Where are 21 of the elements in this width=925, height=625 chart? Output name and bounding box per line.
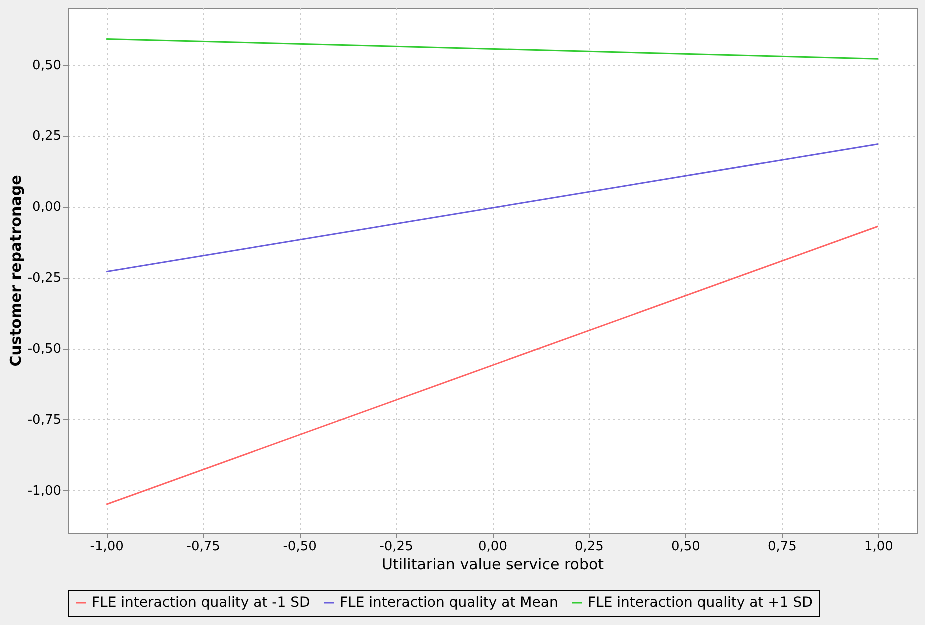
x-tick-label: 1,00 [864, 540, 894, 554]
x-tick-label: 0,75 [768, 540, 797, 554]
y-tick-label: -0,50 [28, 342, 62, 358]
y-tick-label: 0,50 [32, 58, 62, 74]
x-tick-label: -1,00 [90, 540, 124, 554]
x-tick-label: 0,50 [671, 540, 700, 554]
y-tick-label: -0,25 [28, 271, 62, 286]
legend-label: FLE interaction quality at Mean [340, 595, 558, 611]
legend-label: FLE interaction quality at -1 SD [92, 595, 310, 611]
x-tick-label: 0,00 [478, 540, 508, 554]
y-tick-label: 0,25 [32, 129, 62, 144]
y-axis-title: Customer repatronage [6, 175, 25, 367]
x-tick-label: 0,25 [575, 540, 604, 554]
x-tick-label: -0,75 [186, 540, 220, 554]
x-axis-title: Utilitarian value service robot [382, 556, 604, 574]
x-tick-label: -0,50 [283, 540, 317, 554]
y-tick-label: 0,00 [32, 200, 62, 216]
legend-label: FLE interaction quality at +1 SD [588, 595, 813, 611]
y-tick-label: -0,75 [28, 412, 62, 428]
y-tick-label: -1,00 [28, 484, 62, 499]
x-tick-label: -0,25 [380, 540, 414, 554]
